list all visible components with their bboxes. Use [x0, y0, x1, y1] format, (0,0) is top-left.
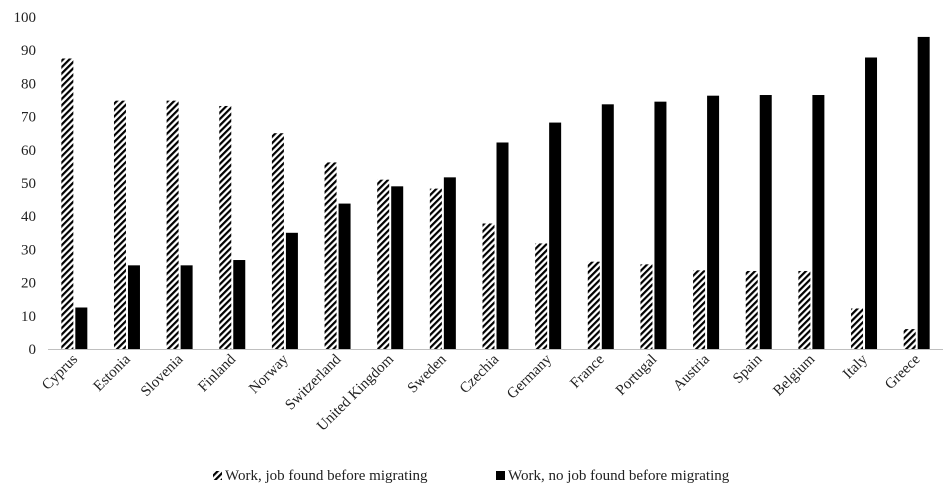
bar-job-found [113, 100, 126, 349]
bar-no-job-found [496, 142, 509, 349]
y-tick-label: 40 [21, 209, 36, 225]
x-category-label: Germany [504, 351, 555, 402]
x-category-label: Czechia [457, 351, 503, 397]
bar-no-job-found [285, 232, 298, 349]
bar-job-found [640, 264, 653, 349]
legend: Work, job found before migrating Work, n… [213, 468, 730, 484]
bar-no-job-found [865, 57, 878, 350]
bar-job-found [851, 308, 864, 349]
bar-job-found [61, 58, 74, 349]
y-axis: 0 10 20 30 40 50 60 70 80 90 100 [14, 10, 37, 358]
bar-no-job-found [391, 186, 404, 349]
bar-job-found [166, 100, 179, 349]
bar-job-found [535, 243, 548, 349]
x-category-label: Belgium [770, 351, 818, 399]
bar-no-job-found [75, 307, 88, 349]
legend-swatch-solid [496, 471, 505, 480]
x-category-label: Austria [670, 351, 713, 394]
y-tick-label: 30 [21, 242, 36, 258]
y-tick-label: 10 [21, 309, 36, 325]
bar-job-found [903, 329, 916, 349]
y-tick-label: 90 [21, 43, 36, 59]
x-category-label: Spain [730, 351, 766, 387]
bar-no-job-found [917, 36, 930, 350]
bar-job-found [482, 223, 495, 349]
bar-job-found [745, 270, 758, 349]
x-category-label: Italy [840, 351, 871, 382]
bar-job-found [377, 179, 390, 349]
bar-job-found [587, 261, 600, 349]
y-tick-label: 50 [21, 176, 36, 192]
bar-no-job-found [549, 122, 562, 350]
x-category-label: Estonia [91, 351, 134, 394]
x-category-label: Cyprus [39, 351, 81, 393]
x-category-label: France [567, 351, 607, 391]
x-category-label: Norway [246, 351, 292, 397]
bar-no-job-found [443, 177, 456, 349]
bars [61, 36, 930, 350]
legend-item-solid: Work, no job found before migrating [496, 468, 730, 484]
legend-label-solid: Work, no job found before migrating [508, 468, 730, 484]
bar-no-job-found [338, 203, 351, 349]
y-tick-label: 60 [21, 143, 36, 159]
bar-no-job-found [707, 95, 720, 350]
x-category-label: Greece [882, 351, 924, 393]
bar-no-job-found [127, 265, 140, 349]
legend-item-hatched: Work, job found before migrating [213, 468, 428, 484]
bar-no-job-found [654, 101, 667, 349]
bar-no-job-found [180, 265, 193, 349]
bar-job-found [271, 133, 284, 349]
bar-no-job-found [812, 95, 825, 350]
bar-job-found [798, 270, 811, 349]
y-tick-label: 100 [14, 10, 37, 26]
bar-job-found [219, 105, 232, 349]
legend-swatch-hatched [213, 471, 222, 480]
y-tick-label: 70 [21, 110, 36, 126]
bar-job-found [324, 162, 337, 349]
x-category-label: Slovenia [138, 351, 187, 400]
y-tick-label: 80 [21, 76, 36, 92]
x-category-label: Sweden [405, 351, 450, 396]
y-tick-label: 0 [29, 342, 37, 358]
legend-label-hatched: Work, job found before migrating [225, 468, 428, 484]
bar-job-found [693, 270, 706, 349]
bar-no-job-found [601, 104, 614, 349]
bar-job-found [429, 188, 442, 349]
x-category-label: Finland [195, 351, 239, 395]
x-category-label: Portugal [613, 352, 660, 399]
y-tick-label: 20 [21, 276, 36, 292]
x-axis: Cyprus Estonia Slovenia Finland NorwaySwitze… [39, 349, 943, 434]
bar-no-job-found [759, 95, 772, 350]
bar-no-job-found [233, 260, 246, 349]
